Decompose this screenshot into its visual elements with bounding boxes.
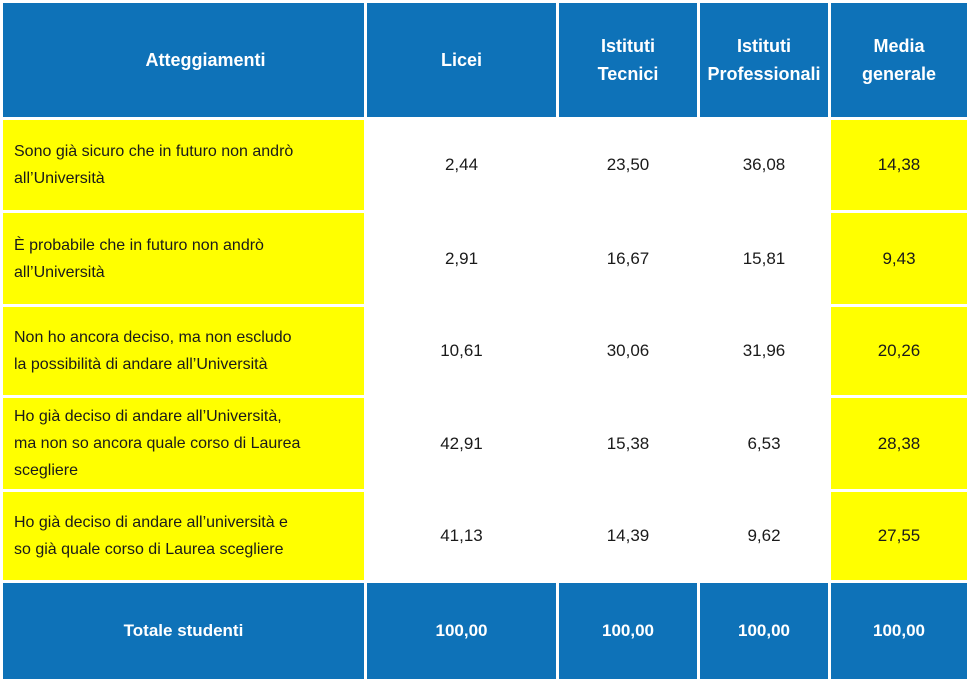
totals-row: Totale studenti 100,00 100,00 100,00 100… (3, 583, 967, 679)
row-1-licei-value: 2,91 (367, 213, 556, 304)
row-4-label: Ho già deciso di andare all’università e… (3, 492, 364, 580)
row-3-tecnici-value: 15,38 (559, 398, 697, 489)
row-1-media-value: 9,43 (831, 213, 967, 304)
row-1-tecnici-value: 16,67 (559, 213, 697, 304)
table-row: Ho già deciso di andare all’Università, … (3, 398, 967, 489)
table-row: Non ho ancora deciso, ma non escludo la … (3, 307, 967, 395)
row-1-label: È probabile che in futuro non andrò all’… (3, 213, 364, 304)
row-4-licei-value: 41,13 (367, 492, 556, 580)
table-row: È probabile che in futuro non andrò all’… (3, 213, 967, 304)
row-0-label: Sono già sicuro che in futuro non andrò … (3, 120, 364, 210)
row-2-media-value: 20,26 (831, 307, 967, 395)
row-3-licei-value: 42,91 (367, 398, 556, 489)
header-row: Atteggiamenti Licei Istituti Tecnici Ist… (3, 3, 967, 117)
row-2-licei-value: 10,61 (367, 307, 556, 395)
column-header-licei: Licei (367, 3, 556, 117)
row-0-professionali-value: 36,08 (700, 120, 828, 210)
row-4-media-value: 27,55 (831, 492, 967, 580)
row-0-tecnici-value: 23,50 (559, 120, 697, 210)
column-header-istituti-tecnici: Istituti Tecnici (559, 3, 697, 117)
row-3-media-value: 28,38 (831, 398, 967, 489)
column-header-atteggiamenti: Atteggiamenti (3, 3, 364, 117)
row-3-professionali-value: 6,53 (700, 398, 828, 489)
totals-tecnici-value: 100,00 (559, 583, 697, 679)
totals-professionali-value: 100,00 (700, 583, 828, 679)
row-0-licei-value: 2,44 (367, 120, 556, 210)
row-1-professionali-value: 15,81 (700, 213, 828, 304)
row-4-tecnici-value: 14,39 (559, 492, 697, 580)
column-header-media-generale: Media generale (831, 3, 967, 117)
row-3-label: Ho già deciso di andare all’Università, … (3, 398, 364, 489)
table-row: Ho già deciso di andare all’università e… (3, 492, 967, 580)
totals-label: Totale studenti (3, 583, 364, 679)
table-row: Sono già sicuro che in futuro non andrò … (3, 120, 967, 210)
row-2-tecnici-value: 30,06 (559, 307, 697, 395)
row-2-label: Non ho ancora deciso, ma non escludo la … (3, 307, 364, 395)
row-4-professionali-value: 9,62 (700, 492, 828, 580)
row-0-media-value: 14,38 (831, 120, 967, 210)
column-header-istituti-professionali: Istituti Professionali (700, 3, 828, 117)
totals-media-value: 100,00 (831, 583, 967, 679)
totals-licei-value: 100,00 (367, 583, 556, 679)
row-2-professionali-value: 31,96 (700, 307, 828, 395)
